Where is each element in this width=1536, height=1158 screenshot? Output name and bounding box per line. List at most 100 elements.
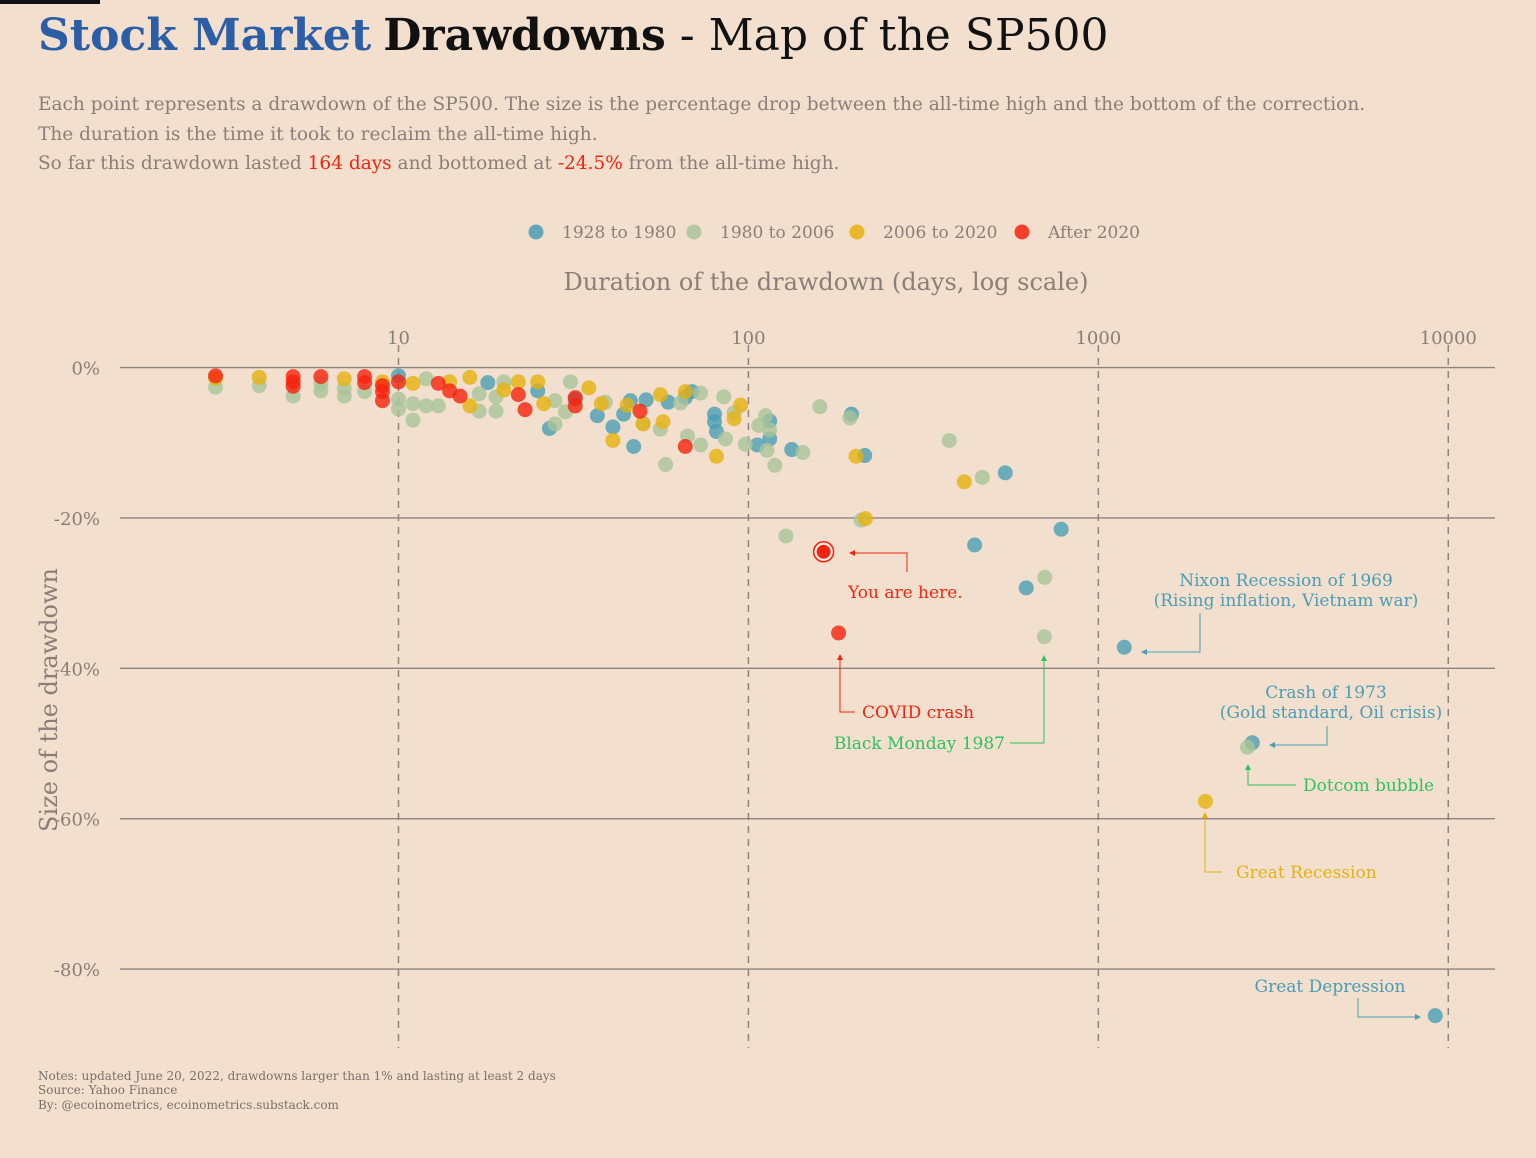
data-point	[418, 371, 434, 387]
data-point	[562, 374, 578, 390]
chart-title: Stock Market Drawdowns - Map of the SP500	[38, 10, 1109, 61]
data-point	[1036, 629, 1052, 645]
crash-1973-arrow	[1269, 726, 1328, 748]
data-point	[430, 375, 446, 391]
annotation-nixon-line-2: (Rising inflation, Vietnam war)	[1154, 591, 1419, 611]
current-point-ring	[812, 541, 835, 563]
data-point	[1018, 580, 1034, 596]
x-tick-label: 10	[387, 328, 410, 349]
subtitle-line-2: The duration is the time it took to recl…	[38, 124, 598, 145]
x-tick-label: 100	[731, 328, 765, 349]
data-point	[693, 385, 709, 401]
covid-arrow	[837, 654, 855, 713]
annotation-great-depression: Great Depression	[1255, 977, 1406, 997]
subtitle-text: from the all-time high.	[623, 153, 840, 174]
data-point	[405, 396, 421, 412]
data-point	[390, 374, 406, 390]
data-point	[635, 416, 651, 432]
data-point	[956, 474, 972, 490]
data-point	[997, 465, 1013, 481]
source-line: Source: Yahoo Finance	[38, 1083, 177, 1097]
data-point	[418, 398, 434, 414]
data-point	[831, 625, 847, 641]
data-point	[778, 528, 794, 544]
data-point	[767, 457, 783, 473]
subtitle-text: So far this drawdown lasted	[38, 153, 308, 174]
subtitle: Each point represents a drawdown of the …	[38, 94, 1365, 174]
data-point	[718, 431, 734, 447]
data-point	[762, 422, 778, 438]
data-point	[208, 368, 224, 384]
y-tick-label: -40%	[54, 659, 100, 680]
y-tick-label: -60%	[54, 810, 100, 831]
data-point	[357, 375, 373, 391]
legend-label: 1980 to 2006	[720, 223, 834, 243]
data-point	[593, 396, 609, 412]
data-point	[655, 414, 671, 430]
legend-label: 2006 to 2020	[883, 223, 997, 243]
data-point	[737, 436, 753, 452]
data-point	[848, 448, 864, 464]
data-point	[405, 375, 421, 391]
data-point	[480, 375, 496, 391]
data-point	[1427, 1008, 1443, 1024]
data-point	[462, 398, 478, 414]
annotation-nixon-line-1: Nixon Recession of 1969	[1179, 571, 1393, 591]
annotations: You are here. COVID crash Black Monday 1…	[834, 550, 1442, 1020]
current-drawdown: -24.5%	[558, 153, 623, 174]
annotation-black-monday: Black Monday 1987	[834, 734, 1005, 754]
y-tick-label: -80%	[54, 960, 100, 981]
subtitle-line-3: So far this drawdown lasted 164 days and…	[38, 153, 839, 174]
data-point	[812, 399, 828, 415]
dotcom-arrow	[1245, 764, 1296, 786]
series-after-2020	[208, 368, 847, 641]
title-part-map: - Map of the SP500	[666, 10, 1109, 61]
data-point	[638, 392, 654, 408]
data-point	[567, 398, 583, 414]
annotation-you-are-here: You are here.	[847, 583, 963, 603]
annotation-covid: COVID crash	[862, 703, 974, 723]
great-recession-arrow	[1202, 812, 1222, 873]
data-point	[517, 402, 533, 418]
data-point	[313, 369, 329, 385]
you-are-here-arrow	[849, 550, 908, 572]
data-point	[405, 412, 421, 428]
y-tick-label: 0%	[71, 359, 100, 380]
legend-label: After 2020	[1047, 223, 1140, 243]
data-point	[374, 393, 390, 409]
data-point	[652, 387, 668, 403]
data-point	[536, 396, 552, 412]
legend-marker	[849, 224, 865, 240]
x-axis-label: Duration of the drawdown (days, log scal…	[564, 268, 1089, 296]
data-point	[510, 374, 526, 390]
legend: 1928 to 1980 1980 to 2006 2006 to 2020 Afte…	[528, 223, 1140, 243]
current-days: 164 days	[308, 153, 392, 174]
x-tick-label: 10000	[1420, 328, 1477, 349]
annotation-crash-1973-line-1: Crash of 1973	[1265, 683, 1387, 703]
data-point	[857, 511, 873, 527]
black-monday-arrow	[1010, 655, 1047, 744]
x-tick-label: 1000	[1075, 328, 1121, 349]
data-point	[452, 388, 468, 404]
title-part-drawdowns: Drawdowns	[383, 10, 665, 61]
data-point	[605, 432, 621, 448]
data-point	[605, 419, 621, 435]
data-point	[1197, 793, 1213, 809]
data-points	[208, 368, 1443, 1024]
data-point	[677, 384, 693, 400]
data-point	[589, 408, 605, 424]
data-point	[632, 403, 648, 419]
data-point	[795, 445, 811, 461]
grid: 0% -20% -40% -60% -80% 10 100 1000 10000	[54, 328, 1495, 1048]
data-point	[336, 371, 352, 387]
data-point	[726, 411, 742, 427]
data-point	[716, 389, 732, 405]
data-point	[967, 537, 983, 553]
great-depression-arrow	[1357, 998, 1421, 1020]
byline: By: @ecoinometrics, ecoinometrics.substa…	[38, 1098, 340, 1112]
notes: Notes: updated June 20, 2022, drawdowns …	[38, 1069, 556, 1112]
data-point	[547, 416, 563, 432]
data-point	[488, 403, 504, 419]
legend-label: 1928 to 1980	[562, 223, 676, 243]
